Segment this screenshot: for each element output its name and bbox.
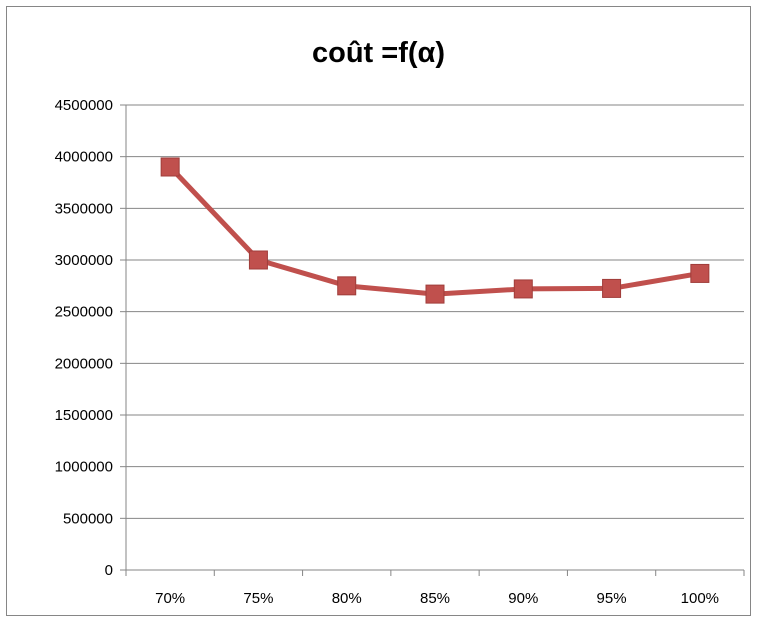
chart-title: coût =f(α) <box>311 37 445 69</box>
data-point <box>248 250 268 270</box>
y-tick-label: 4000000 <box>55 149 113 166</box>
x-tick-label: 90% <box>508 590 538 607</box>
y-tick-label: 2500000 <box>55 304 113 321</box>
y-tick-label: 3500000 <box>55 200 113 217</box>
x-tick-label: 75% <box>243 590 273 607</box>
x-tick-label: 85% <box>420 590 450 607</box>
data-point <box>602 278 622 298</box>
y-tick-label: 500000 <box>63 510 113 527</box>
data-point <box>513 279 533 299</box>
data-point <box>160 157 180 177</box>
y-tick-label: 1000000 <box>55 459 113 476</box>
x-tick-label: 100% <box>681 590 719 607</box>
y-tick-label: 2000000 <box>55 355 113 372</box>
y-tick-label: 3000000 <box>55 252 113 269</box>
data-point <box>690 263 710 283</box>
y-tick-label: 0 <box>105 562 113 579</box>
x-tick-label: 80% <box>332 590 362 607</box>
series-line <box>168 165 701 297</box>
data-point <box>337 276 357 296</box>
data-point <box>425 284 445 304</box>
chart-area: coût =f(α) 0 500000 1000000 1500000 2000000 2… <box>6 6 751 616</box>
x-tick-label: 70% <box>155 590 185 607</box>
y-tick-label: 1500000 <box>55 407 113 424</box>
y-tick-label: 4500000 <box>55 97 113 114</box>
line-chart: 0 500000 1000000 1500000 2000000 2500000 30000… <box>55 97 745 607</box>
x-tick-label: 95% <box>597 590 627 607</box>
